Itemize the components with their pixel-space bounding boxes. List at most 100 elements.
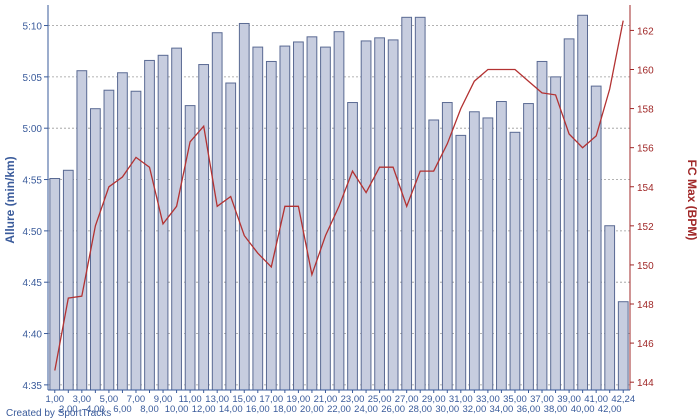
pace-bar xyxy=(265,60,277,391)
pace-bar xyxy=(590,85,602,391)
x-tick-label: 27,00 xyxy=(395,394,419,405)
pace-bar xyxy=(428,119,440,391)
right-axis-ticks: 162 160 158 156 154 152 150 148 146 144 xyxy=(630,26,654,389)
pace-bar xyxy=(536,60,548,391)
pace-bar xyxy=(347,102,358,391)
x-tick-label: 34,00 xyxy=(490,404,514,415)
pace-bar xyxy=(184,105,196,391)
heart-rate-polyline xyxy=(54,20,624,371)
pace-bar xyxy=(455,134,467,391)
x-tick-label: 6,00 xyxy=(113,404,132,415)
pace-bar xyxy=(550,76,561,391)
pace-bar xyxy=(604,225,616,391)
x-tick-label: 25,00 xyxy=(368,394,392,405)
credit-text: Created by SportTracks xyxy=(6,408,111,419)
x-tick-label: 37,00 xyxy=(530,394,554,405)
pace-bar xyxy=(306,36,318,391)
x-tick-label: 10,00 xyxy=(165,404,189,415)
left-tick-label: 4:55 xyxy=(23,176,43,187)
pace-bar xyxy=(468,111,480,391)
pace-bar xyxy=(198,64,210,391)
x-tick-label: 29,00 xyxy=(422,394,446,405)
right-tick-label: 156 xyxy=(637,144,654,155)
x-tick-label: 23,00 xyxy=(341,394,365,405)
x-tick-label: 42,24 xyxy=(611,394,635,405)
x-tick-label: 13,00 xyxy=(205,394,229,405)
x-tick-label: 39,00 xyxy=(557,394,581,405)
pace-bar xyxy=(441,102,453,391)
x-tick-label: 15,00 xyxy=(232,394,256,405)
x-tick-label: 19,00 xyxy=(287,394,311,405)
x-axis-ticks: 1,002,003,004,005,006,007,008,009,0010,0… xyxy=(46,390,635,415)
x-tick-label: 36,00 xyxy=(517,404,541,415)
x-tick-label: 42,00 xyxy=(598,404,622,415)
x-tick-label: 2,00 xyxy=(59,404,78,415)
pace-bar xyxy=(320,46,331,391)
x-tick-label: 31,00 xyxy=(449,394,473,405)
pace-bar xyxy=(62,169,74,391)
pace-bar xyxy=(387,39,399,391)
pace-bar xyxy=(130,90,142,391)
pace-bar xyxy=(76,70,88,391)
x-tick-label: 17,00 xyxy=(259,394,283,405)
x-tick-label: 4,00 xyxy=(86,404,105,415)
pace-bar xyxy=(89,108,101,391)
left-tick-label: 5:10 xyxy=(23,22,43,33)
x-tick-label: 33,00 xyxy=(476,394,500,405)
x-tick-label: 22,00 xyxy=(327,404,351,415)
x-tick-label: 14,00 xyxy=(219,404,243,415)
x-tick-label: 9,00 xyxy=(154,394,173,405)
pace-bar xyxy=(617,301,629,391)
x-tick-label: 16,00 xyxy=(246,404,270,415)
pace-bar xyxy=(144,59,155,391)
pace-bar xyxy=(509,131,521,391)
x-tick-label: 20,00 xyxy=(300,404,324,415)
right-tick-label: 162 xyxy=(637,26,654,37)
pace-bar xyxy=(414,16,426,391)
pace-bar xyxy=(238,22,250,391)
left-tick-label: 4:50 xyxy=(23,227,43,238)
right-tick-label: 154 xyxy=(637,183,654,194)
left-tick-label: 5:05 xyxy=(23,73,43,84)
pace-bar xyxy=(103,89,115,391)
left-tick-label: 5:00 xyxy=(23,124,43,135)
left-axis-ticks: 5:10 5:05 5:00 4:55 4:50 4:45 4:40 4:35 xyxy=(23,22,48,392)
x-tick-label: 7,00 xyxy=(127,394,146,405)
x-tick-label: 5,00 xyxy=(100,394,119,405)
x-tick-label: 30,00 xyxy=(435,404,459,415)
pace-bar xyxy=(563,38,575,391)
pace-bar xyxy=(360,40,372,391)
pace-bar xyxy=(171,47,182,391)
left-tick-label: 4:45 xyxy=(23,278,43,289)
left-axis-label: Allure (min/km) xyxy=(3,156,17,243)
x-tick-label: 40,00 xyxy=(571,404,595,415)
heart-rate-line xyxy=(54,20,624,371)
right-tick-label: 144 xyxy=(637,378,654,389)
pace-bar xyxy=(401,16,413,391)
right-tick-label: 152 xyxy=(637,222,654,233)
x-tick-label: 18,00 xyxy=(273,404,297,415)
pace-bar xyxy=(293,41,304,391)
pace-bar xyxy=(482,117,494,391)
pace-bar xyxy=(225,82,237,391)
pace-bar xyxy=(523,103,534,391)
pace-bar xyxy=(117,72,128,391)
left-tick-label: 4:40 xyxy=(23,330,43,341)
x-tick-label: 26,00 xyxy=(381,404,405,415)
x-tick-label: 8,00 xyxy=(140,404,159,415)
x-tick-label: 28,00 xyxy=(408,404,432,415)
x-tick-label: 24,00 xyxy=(354,404,378,415)
pace-bar xyxy=(279,45,291,391)
x-tick-label: 1,00 xyxy=(46,394,65,405)
pace-bars xyxy=(49,14,629,391)
right-tick-label: 146 xyxy=(637,339,654,350)
x-tick-label: 21,00 xyxy=(314,394,338,405)
right-tick-label: 150 xyxy=(637,261,654,272)
right-tick-label: 158 xyxy=(637,105,654,116)
right-tick-label: 160 xyxy=(637,65,654,76)
x-tick-label: 38,00 xyxy=(544,404,568,415)
x-tick-label: 3,00 xyxy=(73,394,92,405)
pace-bar xyxy=(577,14,589,391)
x-tick-label: 12,00 xyxy=(192,404,216,415)
